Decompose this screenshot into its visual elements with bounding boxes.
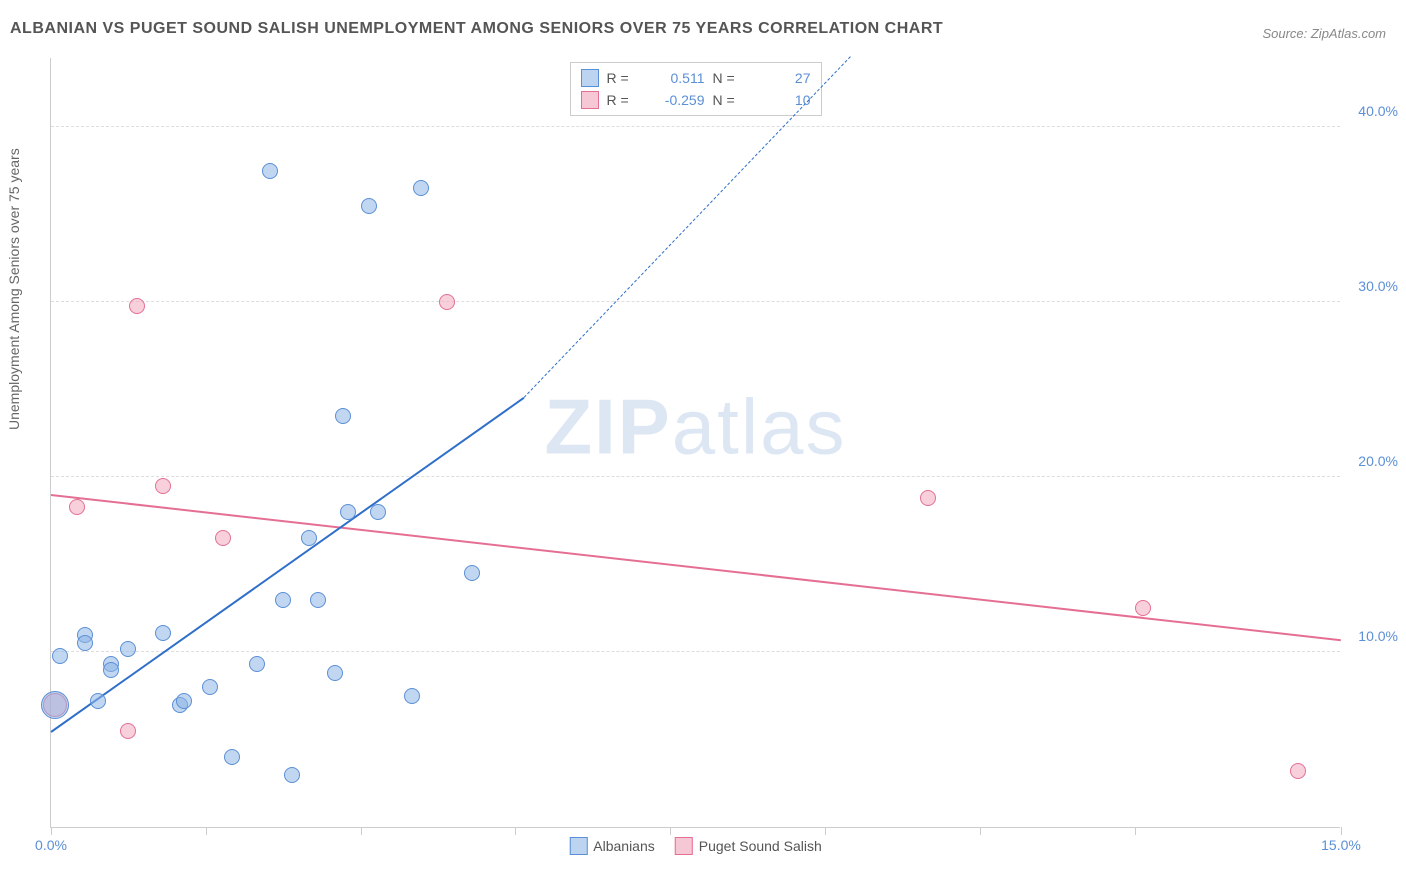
scatter-point-albanians xyxy=(284,767,300,783)
scatter-point-albanians xyxy=(464,565,480,581)
x-tick xyxy=(670,827,671,835)
x-tick xyxy=(980,827,981,835)
scatter-point-albanians xyxy=(202,679,218,695)
chart-title: ALBANIAN VS PUGET SOUND SALISH UNEMPLOYM… xyxy=(10,20,943,38)
legend-r-value: -0.259 xyxy=(645,92,705,108)
scatter-point-puget xyxy=(215,530,231,546)
legend-item: Albanians xyxy=(569,837,655,855)
scatter-point-albanians xyxy=(90,693,106,709)
scatter-point-puget xyxy=(1135,600,1151,616)
scatter-point-puget xyxy=(1290,763,1306,779)
source-attribution: Source: ZipAtlas.com xyxy=(1262,26,1386,41)
legend-series-label: Albanians xyxy=(593,838,655,854)
scatter-point-albanians xyxy=(155,625,171,641)
legend-series-label: Puget Sound Salish xyxy=(699,838,822,854)
gridline xyxy=(51,651,1340,652)
scatter-point-albanians xyxy=(77,635,93,651)
scatter-point-albanians xyxy=(249,656,265,672)
y-tick-label: 20.0% xyxy=(1358,453,1398,469)
x-tick-label: 0.0% xyxy=(35,837,67,853)
series-legend: Albanians Puget Sound Salish xyxy=(569,837,821,855)
legend-swatch xyxy=(675,837,693,855)
legend-n-label: N = xyxy=(713,92,743,108)
x-tick xyxy=(825,827,826,835)
legend-n-label: N = xyxy=(713,70,743,86)
x-tick xyxy=(1341,827,1342,835)
scatter-point-albanians xyxy=(120,641,136,657)
scatter-point-albanians xyxy=(404,688,420,704)
gridline xyxy=(51,126,1340,127)
x-tick xyxy=(206,827,207,835)
scatter-point-albanians xyxy=(301,530,317,546)
legend-row: R =-0.259N =10 xyxy=(581,89,811,111)
gridline xyxy=(51,476,1340,477)
scatter-point-puget xyxy=(129,298,145,314)
x-tick xyxy=(515,827,516,835)
legend-r-label: R = xyxy=(607,70,637,86)
scatter-plot-area: ZIPatlas R =0.511N =27R =-0.259N =10 Alb… xyxy=(50,58,1340,828)
y-tick-label: 40.0% xyxy=(1358,103,1398,119)
scatter-point-albanians xyxy=(370,504,386,520)
y-tick-label: 30.0% xyxy=(1358,278,1398,294)
x-tick-label: 15.0% xyxy=(1321,837,1361,853)
scatter-point-puget xyxy=(155,478,171,494)
scatter-point-albanians xyxy=(361,198,377,214)
legend-item: Puget Sound Salish xyxy=(675,837,822,855)
scatter-point-albanians xyxy=(224,749,240,765)
scatter-point-albanians xyxy=(275,592,291,608)
scatter-point-albanians xyxy=(52,648,68,664)
scatter-point-puget xyxy=(439,294,455,310)
scatter-point-puget xyxy=(920,490,936,506)
scatter-point-albanians xyxy=(103,662,119,678)
scatter-point-albanians xyxy=(176,693,192,709)
legend-swatch xyxy=(581,91,599,109)
correlation-legend: R =0.511N =27R =-0.259N =10 xyxy=(570,62,822,116)
scatter-point-puget xyxy=(69,499,85,515)
trend-line xyxy=(50,396,524,732)
legend-swatch xyxy=(581,69,599,87)
x-tick xyxy=(361,827,362,835)
scatter-point-albanians xyxy=(310,592,326,608)
scatter-point-albanians xyxy=(262,163,278,179)
legend-n-value: 27 xyxy=(751,70,811,86)
scatter-point-albanians xyxy=(413,180,429,196)
y-axis-label: Unemployment Among Seniors over 75 years xyxy=(6,148,22,430)
legend-swatch xyxy=(569,837,587,855)
scatter-point-albanians xyxy=(335,408,351,424)
y-tick-label: 10.0% xyxy=(1358,628,1398,644)
scatter-point-albanians xyxy=(327,665,343,681)
legend-row: R = 0.511 N = 27 xyxy=(581,67,811,89)
watermark-text: ZIPatlas xyxy=(544,382,846,473)
trend-line xyxy=(51,494,1341,641)
scatter-point-albanians xyxy=(340,504,356,520)
legend-r-value: 0.511 xyxy=(645,70,705,86)
gridline xyxy=(51,301,1340,302)
legend-r-label: R = xyxy=(607,92,637,108)
x-tick xyxy=(51,827,52,835)
x-tick xyxy=(1135,827,1136,835)
scatter-point-puget xyxy=(120,723,136,739)
scatter-point-albanians xyxy=(41,691,69,719)
